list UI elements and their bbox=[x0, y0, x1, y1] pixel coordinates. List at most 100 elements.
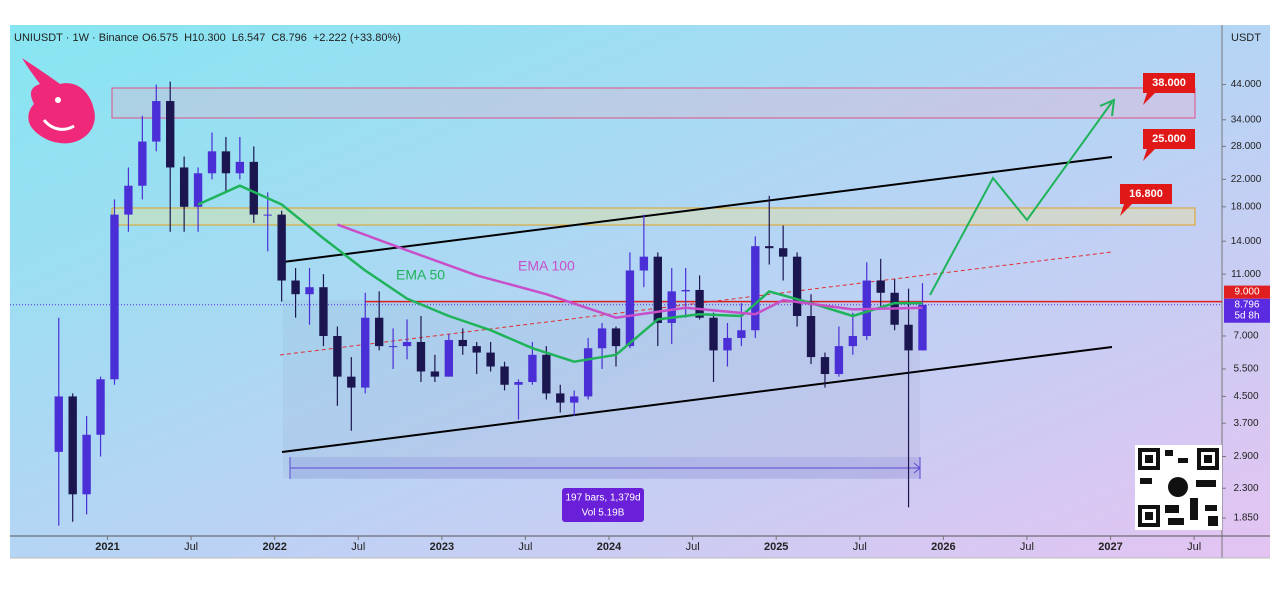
candle-body bbox=[820, 357, 830, 375]
x-tick-label: Jul bbox=[351, 541, 365, 553]
level-label: 9.000 bbox=[1234, 287, 1259, 298]
candle-body bbox=[472, 346, 481, 353]
x-tick-label: Jul bbox=[1187, 541, 1201, 553]
candle-body bbox=[458, 339, 467, 347]
target-label-box bbox=[1143, 73, 1195, 105]
y-tick-label: 22.000 bbox=[1231, 174, 1262, 185]
y-tick-label: 3.700 bbox=[1233, 418, 1258, 429]
y-tick-label: 28.000 bbox=[1231, 141, 1262, 152]
y-tick-label: 2.300 bbox=[1233, 483, 1258, 494]
y-tick-label: 18.000 bbox=[1231, 201, 1262, 212]
candle-body bbox=[291, 280, 300, 295]
candle-body bbox=[765, 246, 774, 249]
measure-volume: Vol 5.19B bbox=[582, 508, 625, 519]
x-tick-label: 2025 bbox=[764, 541, 788, 553]
ohlc-change: +2.222 (+33.80%) bbox=[313, 32, 401, 44]
candle-body bbox=[193, 173, 203, 207]
candle-body bbox=[542, 354, 551, 394]
level-label-box bbox=[1224, 285, 1270, 299]
x-tick-label: 2023 bbox=[430, 541, 454, 553]
candle-body bbox=[709, 317, 718, 351]
candle-body bbox=[653, 256, 662, 323]
channel-bottom bbox=[281, 346, 1113, 453]
symbol: UNIUSDT · 1W · Binance bbox=[14, 32, 139, 44]
candle-body bbox=[319, 287, 328, 336]
x-tick-label: 2021 bbox=[95, 541, 119, 553]
candle-body bbox=[570, 396, 579, 403]
candle-body bbox=[667, 291, 676, 323]
y-tick-label: 34.000 bbox=[1231, 114, 1262, 125]
x-tick-label: Jul bbox=[1020, 541, 1034, 553]
candle-body bbox=[723, 337, 732, 351]
channel-top bbox=[282, 156, 1113, 263]
ema-label: EMA 50 bbox=[396, 267, 445, 283]
candle-body bbox=[374, 317, 384, 347]
candle-body bbox=[778, 248, 788, 257]
measure-label-box bbox=[562, 488, 644, 522]
x-tick-label: 2027 bbox=[1098, 541, 1122, 553]
y-tick-label: 2.900 bbox=[1233, 451, 1258, 462]
candle-body bbox=[430, 371, 440, 377]
candle-body bbox=[556, 393, 565, 403]
arrow-head bbox=[1099, 98, 1116, 117]
candle-body bbox=[834, 346, 844, 375]
x-tick-label: Jul bbox=[518, 541, 532, 553]
candle-body bbox=[500, 366, 509, 385]
ohlc-value: 6.547 bbox=[238, 32, 266, 44]
candle-body bbox=[138, 141, 147, 186]
candle-body bbox=[416, 341, 426, 372]
candle-body bbox=[611, 328, 621, 347]
target-label: 25.000 bbox=[1152, 133, 1186, 145]
candle-body bbox=[263, 214, 272, 216]
last-price-label: 8.796 bbox=[1234, 299, 1259, 310]
supply-zone bbox=[111, 207, 1196, 226]
candle-body bbox=[110, 214, 119, 380]
ohlc-header: O6.575 H10.300 L6.547 C8.796 +2.222 (+33.80%… bbox=[142, 32, 401, 44]
candle-body bbox=[876, 280, 885, 293]
candle-body bbox=[444, 339, 454, 377]
candle-body bbox=[277, 214, 286, 281]
y-tick-label: 4.500 bbox=[1233, 391, 1258, 402]
candle-body bbox=[681, 289, 690, 292]
y-tick-label: 7.000 bbox=[1233, 331, 1258, 342]
chart-background bbox=[10, 25, 1270, 558]
candle-body bbox=[333, 335, 342, 377]
qr-code bbox=[1135, 445, 1222, 530]
candle-body bbox=[486, 352, 495, 367]
candle-body bbox=[737, 330, 746, 338]
y-tick-label: 11.000 bbox=[1231, 269, 1261, 280]
candle-body bbox=[514, 382, 523, 385]
y-tick-label: 5.500 bbox=[1233, 364, 1258, 375]
candle-body bbox=[221, 151, 231, 174]
projection-arrow bbox=[929, 101, 1113, 296]
candle-body bbox=[695, 289, 704, 318]
candle-body bbox=[388, 346, 398, 348]
candle-body bbox=[54, 396, 63, 452]
uniswap-logo bbox=[22, 58, 95, 144]
countdown-label: 5d 8h bbox=[1234, 310, 1259, 321]
candle-body bbox=[347, 376, 356, 388]
x-tick-label: Jul bbox=[853, 541, 867, 553]
candle-body bbox=[207, 151, 217, 174]
measure-bars: 197 bars, 1,379d bbox=[565, 493, 640, 504]
ema-label: EMA 100 bbox=[518, 258, 575, 274]
candle-body bbox=[751, 246, 760, 331]
candle-body bbox=[249, 161, 258, 215]
candle-body bbox=[235, 161, 245, 174]
candle-body bbox=[583, 348, 593, 397]
candle-body bbox=[792, 256, 802, 317]
candle-body bbox=[402, 341, 412, 347]
ohlc-key: H bbox=[184, 32, 192, 44]
y-tick-label: 1.850 bbox=[1233, 513, 1258, 524]
x-tick-label: 2024 bbox=[597, 541, 622, 553]
y-tick-label: 14.000 bbox=[1231, 236, 1262, 247]
x-tick-label: 2026 bbox=[931, 541, 955, 553]
candle-body bbox=[179, 167, 189, 207]
resistance-zone bbox=[111, 87, 1196, 119]
candle-body bbox=[597, 328, 607, 349]
ohlc-key: L bbox=[232, 32, 238, 44]
candle-body bbox=[124, 185, 133, 215]
ohlc-key: O bbox=[142, 32, 151, 44]
